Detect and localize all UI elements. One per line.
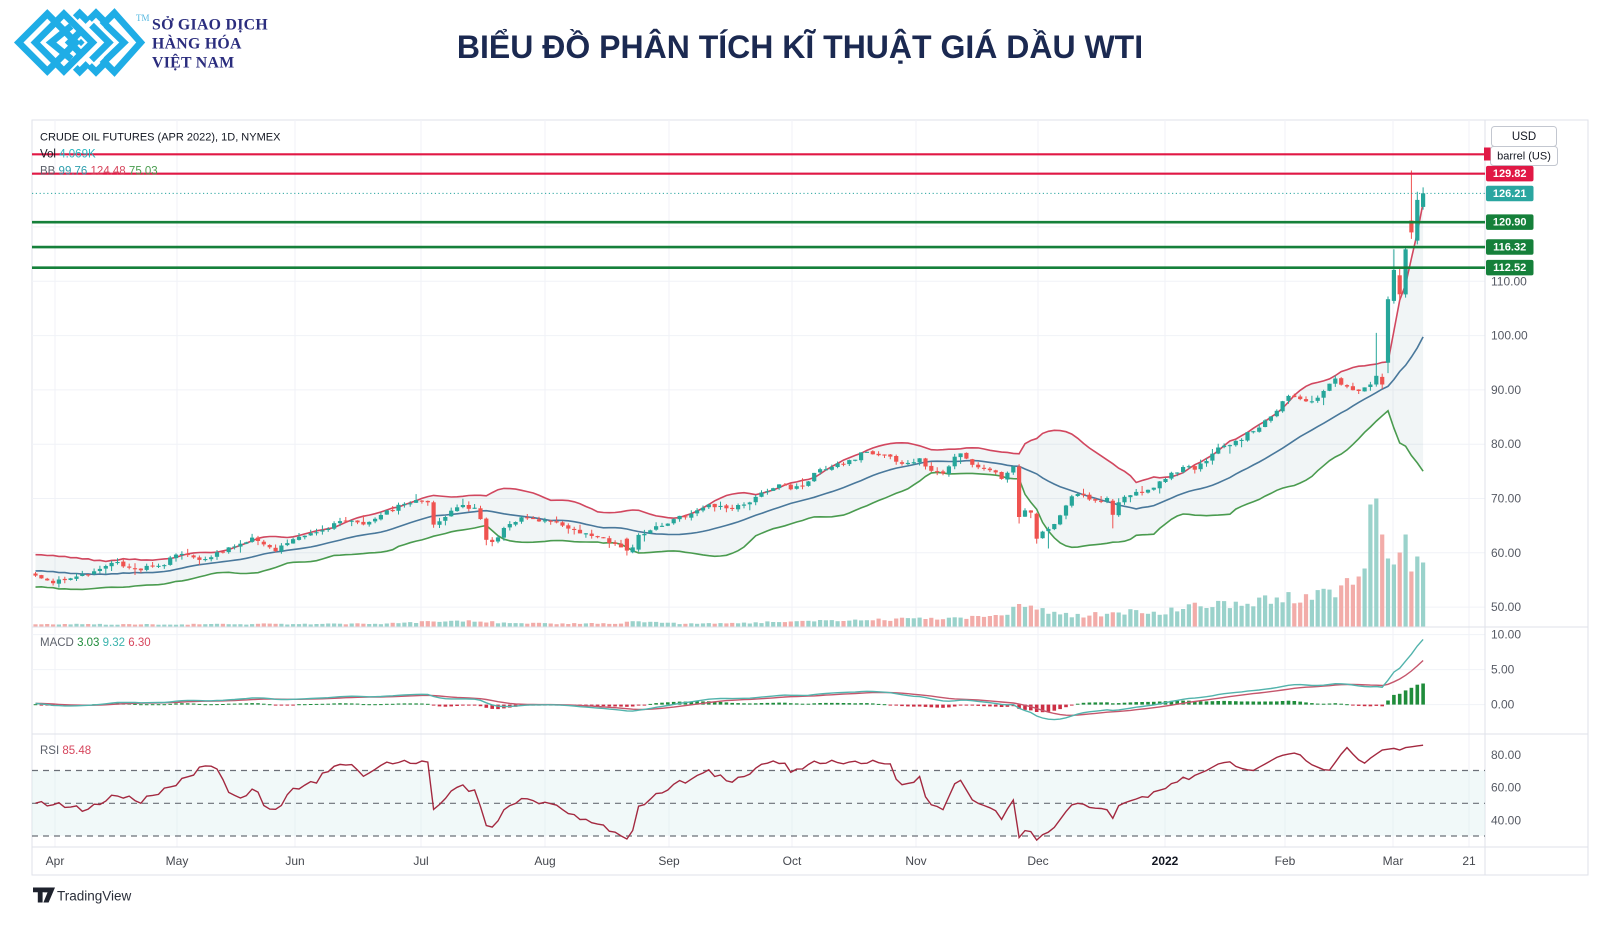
svg-text:CRUDE OIL FUTURES (APR 2022),: CRUDE OIL FUTURES (APR 2022), 1D, NYMEX xyxy=(40,132,281,144)
svg-text:80.00: 80.00 xyxy=(1491,748,1521,762)
svg-text:MACD 3.03 9.32 6.30: MACD 3.03 9.32 6.30 xyxy=(40,637,151,649)
svg-text:HÀNG HÓA: HÀNG HÓA xyxy=(152,34,242,53)
svg-text:Apr: Apr xyxy=(46,854,65,868)
svg-text:10.00: 10.00 xyxy=(1491,628,1521,642)
svg-text:Vol 4.069K: Vol 4.069K xyxy=(40,149,96,161)
svg-text:Nov: Nov xyxy=(905,854,926,868)
svg-text:80.00: 80.00 xyxy=(1491,437,1521,451)
svg-text:BIỂU ĐỒ PHÂN TÍCH KĨ THUẬT GIÁ: BIỂU ĐỒ PHÂN TÍCH KĨ THUẬT GIÁ DẦU WTI xyxy=(457,29,1143,65)
svg-text:21: 21 xyxy=(1462,854,1476,868)
svg-text:Jul: Jul xyxy=(413,854,428,868)
svg-text:50.00: 50.00 xyxy=(1491,600,1521,614)
svg-text:Jun: Jun xyxy=(285,854,304,868)
svg-text:112.52: 112.52 xyxy=(1493,262,1526,274)
svg-text:129.82: 129.82 xyxy=(1493,168,1527,180)
svg-text:USD: USD xyxy=(1512,131,1536,143)
svg-text:Mar: Mar xyxy=(1383,854,1404,868)
svg-text:60.00: 60.00 xyxy=(1491,546,1521,560)
svg-text:90.00: 90.00 xyxy=(1491,383,1521,397)
svg-text:5.00: 5.00 xyxy=(1491,663,1515,677)
svg-text:116.32: 116.32 xyxy=(1493,242,1526,254)
svg-text:VIỆT NAM: VIỆT NAM xyxy=(152,54,234,72)
svg-text:Dec: Dec xyxy=(1027,854,1048,868)
svg-text:TM: TM xyxy=(136,13,150,23)
svg-text:SỞ GIAO DỊCH: SỞ GIAO DỊCH xyxy=(152,15,268,34)
svg-text:Feb: Feb xyxy=(1275,854,1296,868)
svg-text:120.90: 120.90 xyxy=(1493,217,1527,229)
svg-text:40.00: 40.00 xyxy=(1491,813,1521,827)
svg-text:100.00: 100.00 xyxy=(1491,329,1528,343)
svg-text:May: May xyxy=(166,854,189,868)
svg-text:2022: 2022 xyxy=(1152,854,1179,868)
svg-text:0.00: 0.00 xyxy=(1491,698,1515,712)
svg-text:RSI 85.48: RSI 85.48 xyxy=(40,745,91,757)
svg-text:126.21: 126.21 xyxy=(1493,188,1527,200)
svg-text:70.00: 70.00 xyxy=(1491,492,1521,506)
svg-text:BB 99.76 124.48 75.03: BB 99.76 124.48 75.03 xyxy=(40,166,158,178)
svg-text:TradingView: TradingView xyxy=(57,889,132,904)
svg-text:Oct: Oct xyxy=(783,854,802,868)
svg-text:110.00: 110.00 xyxy=(1491,274,1527,288)
svg-text:60.00: 60.00 xyxy=(1491,781,1521,795)
svg-text:barrel (US): barrel (US) xyxy=(1497,151,1551,163)
svg-text:Aug: Aug xyxy=(534,854,555,868)
svg-text:Sep: Sep xyxy=(658,854,680,868)
